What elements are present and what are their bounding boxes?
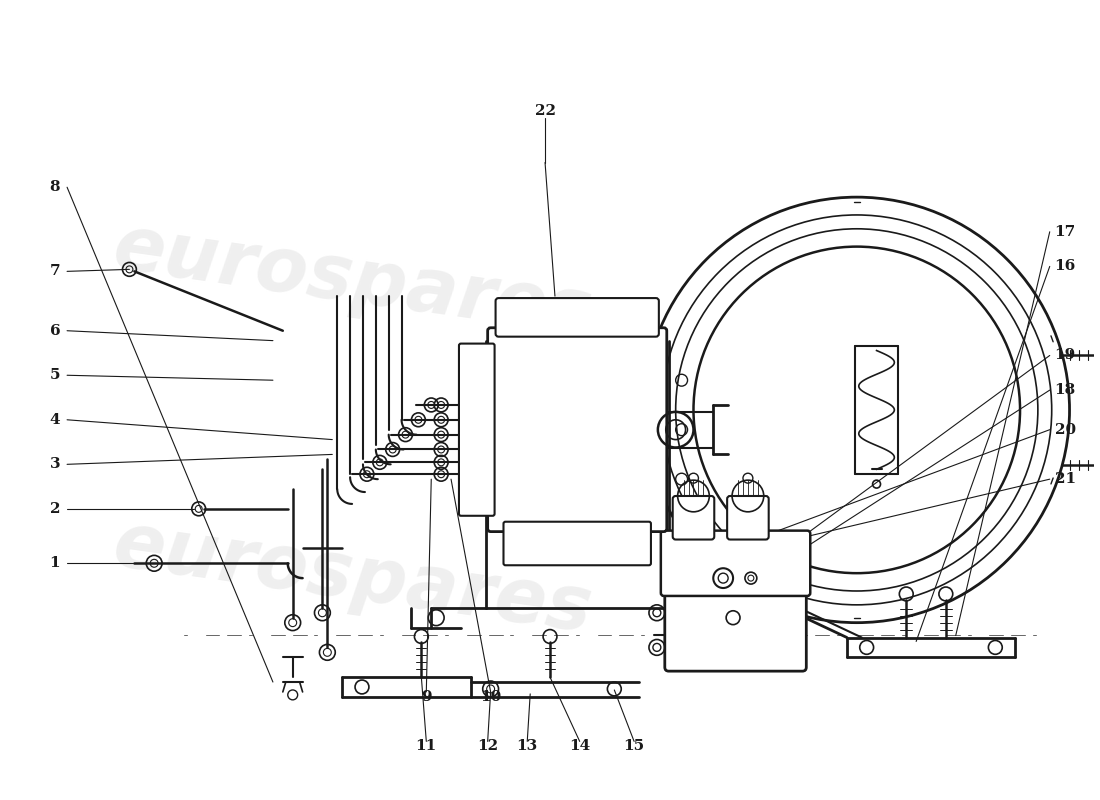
Text: 14: 14: [569, 739, 591, 754]
FancyBboxPatch shape: [661, 530, 811, 596]
Text: 1: 1: [50, 556, 60, 570]
Text: eurospares: eurospares: [108, 211, 596, 351]
Text: 22: 22: [535, 104, 556, 118]
FancyBboxPatch shape: [504, 522, 651, 566]
Text: 20: 20: [1055, 422, 1076, 437]
Text: 19: 19: [1055, 349, 1076, 362]
Text: 9: 9: [421, 690, 431, 704]
Text: 12: 12: [477, 739, 498, 754]
Text: 16: 16: [1055, 259, 1076, 274]
Text: 21: 21: [1055, 472, 1076, 486]
Text: 11: 11: [416, 739, 437, 754]
Text: 8: 8: [50, 180, 60, 194]
Text: 4: 4: [50, 413, 60, 426]
FancyBboxPatch shape: [664, 589, 806, 671]
Text: 3: 3: [50, 458, 60, 471]
Text: 15: 15: [624, 739, 645, 754]
Text: 18: 18: [1055, 383, 1076, 397]
Text: eurospares: eurospares: [108, 508, 596, 648]
FancyBboxPatch shape: [673, 496, 714, 539]
Text: 6: 6: [50, 324, 60, 338]
FancyBboxPatch shape: [487, 328, 667, 532]
Text: 5: 5: [50, 368, 60, 382]
FancyBboxPatch shape: [496, 298, 659, 337]
Text: 17: 17: [1055, 225, 1076, 238]
Text: 13: 13: [517, 739, 538, 754]
FancyBboxPatch shape: [727, 496, 769, 539]
FancyBboxPatch shape: [459, 343, 495, 516]
Text: 7: 7: [50, 264, 60, 278]
Text: 2: 2: [50, 502, 60, 516]
Text: 10: 10: [480, 690, 502, 704]
